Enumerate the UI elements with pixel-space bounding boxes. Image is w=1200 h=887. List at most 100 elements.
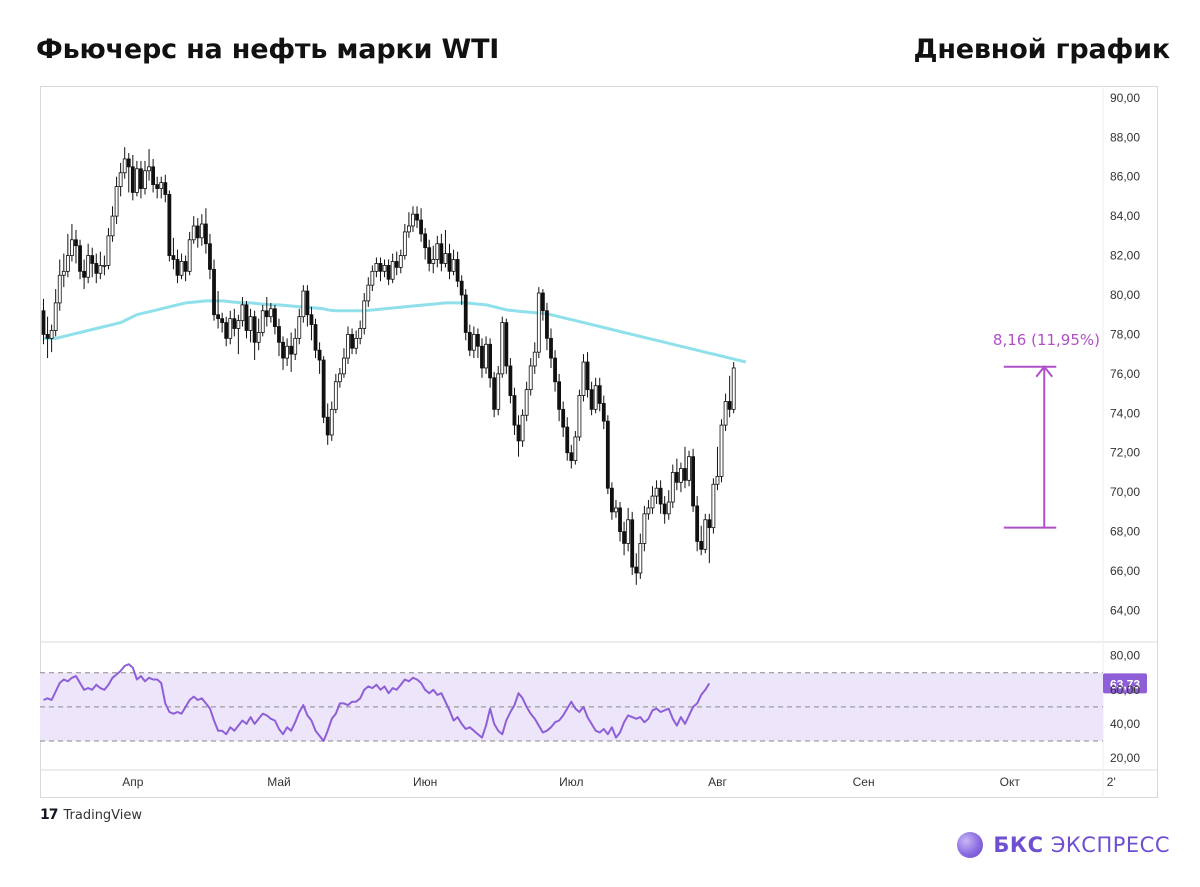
candle-body (366, 284, 371, 302)
candle-body (224, 322, 229, 339)
candle-body (252, 316, 257, 343)
candle-body (585, 361, 590, 391)
candle-body (638, 543, 643, 574)
candle-body (508, 365, 513, 396)
price-tick-label: 70,00 (1110, 485, 1140, 499)
candle-body (106, 235, 111, 266)
chart-title: Фьючерс на нефть марки WTI (36, 34, 500, 65)
rsi-tick-label: 80,00 (1110, 649, 1140, 663)
rsi-tick-label: 60,00 (1110, 683, 1140, 697)
candle-body (289, 345, 294, 355)
price-tick-label: 78,00 (1110, 327, 1140, 341)
candle-body (703, 519, 708, 550)
candle-body (443, 253, 448, 264)
candle-body (171, 255, 176, 260)
candle-body (134, 168, 139, 193)
candle-body (536, 292, 541, 353)
candle-body (642, 513, 647, 544)
price-tick-label: 72,00 (1110, 446, 1140, 460)
candle-body (301, 290, 306, 318)
candle-body (110, 215, 115, 237)
candle-body (313, 324, 318, 351)
candle-body (98, 265, 103, 274)
candle-body (329, 408, 334, 436)
candle-body (244, 304, 249, 331)
candle-body (687, 456, 691, 481)
candle-body (674, 472, 679, 483)
candle-body (467, 332, 472, 351)
bks-logo-icon (957, 832, 984, 858)
price-tick-label: 76,00 (1110, 367, 1140, 381)
candle-body (406, 225, 411, 233)
candle-body (447, 253, 452, 272)
candle-body (679, 468, 683, 483)
candle-body (573, 436, 578, 462)
candle-body (187, 239, 192, 272)
time-tick-label: 2' (1107, 775, 1116, 789)
price-tick-label: 74,00 (1110, 406, 1140, 420)
candle-body (699, 541, 704, 550)
tradingview-logo-icon: 17 (40, 807, 59, 823)
price-tick-label: 66,00 (1110, 564, 1140, 578)
candles-group (41, 147, 736, 585)
candle-body (520, 414, 525, 442)
candle-body (540, 292, 545, 312)
candle-body (654, 487, 659, 497)
candle-body (382, 265, 387, 272)
candle-body (220, 318, 225, 323)
candle-body (691, 456, 695, 507)
candle-body (102, 265, 107, 267)
candle-body (496, 373, 501, 410)
candle-body (378, 263, 383, 272)
candle-body (484, 343, 488, 369)
candle-body (143, 170, 147, 189)
candle-body (350, 334, 354, 349)
candle-body (57, 274, 62, 304)
candle-body (70, 239, 74, 256)
candle-body (86, 255, 91, 278)
brand-light: ЭКСПРЕСС (1050, 833, 1170, 857)
candle-body (147, 166, 151, 172)
candle-body (431, 259, 436, 264)
candle-body (264, 310, 269, 318)
price-chart-svg[interactable]: 63,73 8,16 (11,95%) 90,00 88,00 86,00 84,00… (40, 86, 1158, 798)
candle-body (626, 519, 631, 544)
candle-body (435, 243, 440, 260)
candle-body (605, 420, 610, 489)
candle-body (719, 424, 724, 477)
candle-body (650, 495, 655, 509)
candle-body (593, 385, 598, 410)
candle-body (309, 314, 314, 325)
time-tick-label: Июл (559, 775, 583, 789)
candle-body (159, 182, 164, 189)
candle-body (183, 261, 188, 272)
candle-body (346, 334, 350, 359)
candle-body (203, 223, 208, 245)
candle-body (549, 337, 553, 359)
brand-logo: БКС ЭКСПРЕСС (957, 832, 1170, 858)
candle-body (155, 184, 160, 189)
candle-body (565, 426, 570, 454)
candle-body (49, 330, 54, 339)
candle-body (277, 326, 281, 343)
rsi-band-group (40, 672, 1103, 742)
time-tick-label: Июн (413, 775, 437, 789)
chart-area[interactable]: 63,73 8,16 (11,95%) 90,00 88,00 86,00 84,00… (40, 86, 1158, 798)
candle-body (342, 357, 346, 375)
tradingview-attribution[interactable]: 17 TradingView (40, 807, 142, 823)
candle-body (488, 343, 493, 379)
price-tick-label: 80,00 (1110, 288, 1140, 302)
candle-body (74, 239, 78, 247)
candle-body (268, 308, 273, 318)
candle-body (634, 566, 639, 574)
time-tick-label: Окт (1000, 775, 1021, 789)
candle-body (130, 166, 135, 193)
candle-body (167, 194, 172, 256)
price-tick-label: 90,00 (1110, 91, 1140, 105)
time-tick-label: Апр (122, 775, 144, 789)
candle-body (423, 233, 428, 249)
candle-body (354, 337, 359, 349)
candle-body (630, 519, 635, 568)
candle-body (471, 334, 476, 351)
candle-body (618, 507, 622, 532)
